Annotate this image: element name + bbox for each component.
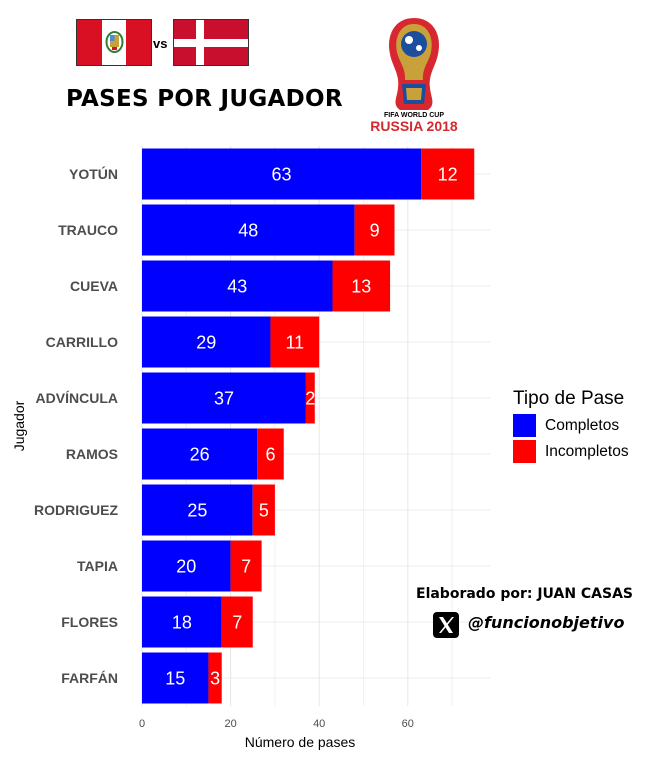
denmark-flag-icon	[173, 19, 249, 66]
bar-incompletos-6	[257, 428, 284, 480]
x-tick-label: 0	[139, 718, 145, 730]
peru-flag-icon	[76, 19, 152, 66]
bar-incompletos-3	[332, 260, 391, 312]
data-label-incompletos-6: 6	[265, 445, 275, 465]
chart-title: PASES POR JUGADOR	[66, 86, 343, 112]
data-label-incompletos-9: 7	[232, 613, 242, 633]
legend-title: Tipo de Pase	[513, 388, 625, 409]
x-tick-label: 60	[402, 718, 414, 730]
bar-completos-8	[142, 540, 231, 592]
logo-line-2: RUSSIA 2018	[370, 118, 458, 134]
bar-completos-2	[142, 204, 355, 256]
legend-item-incompletos: Incompletos	[513, 440, 653, 464]
data-label-incompletos-10: 3	[210, 669, 220, 689]
data-label-incompletos-7: 5	[259, 501, 269, 521]
data-label-incompletos-8: 7	[241, 557, 251, 577]
bar-completos-9	[142, 596, 222, 648]
bar-incompletos-5	[305, 372, 315, 424]
author-credit: Elaborado por: JUAN CASAS	[416, 586, 634, 602]
data-label-completos-4: 29	[196, 333, 216, 353]
data-label-completos-8: 20	[176, 557, 196, 577]
data-label-completos-2: 48	[238, 221, 258, 241]
y-axis-label: Jugador	[11, 400, 27, 451]
bar-completos-1	[142, 148, 422, 200]
bar-incompletos-4	[270, 316, 320, 368]
data-label-completos-1: 63	[272, 165, 292, 185]
y-tick-label: TRAUCO	[58, 222, 118, 238]
bars: 63 12 48 9 43 13 29 11 37 2 26 6 25 5 20 7 18 7 15 3	[142, 148, 475, 704]
data-label-completos-5: 37	[214, 389, 234, 409]
x-tick-label: 20	[224, 718, 236, 730]
bar-completos-7	[142, 484, 253, 536]
bar-completos-4	[142, 316, 271, 368]
y-tick-label: YOTÚN	[69, 165, 118, 182]
data-label-completos-6: 26	[190, 445, 210, 465]
bar-incompletos-7	[252, 484, 275, 536]
y-tick-label: RODRIGUEZ	[34, 502, 118, 518]
bar-incompletos-10	[208, 652, 222, 704]
data-label-incompletos-1: 12	[438, 165, 458, 185]
legend-label-completos: Completos	[545, 417, 620, 434]
data-label-completos-7: 25	[187, 501, 207, 521]
legend-key-completos	[513, 414, 536, 437]
data-label-incompletos-2: 9	[370, 221, 380, 241]
social-handle: @funcionobjetivo	[468, 613, 625, 632]
y-tick-label: ADVÍNCULA	[36, 390, 118, 406]
data-label-completos-3: 43	[227, 277, 247, 297]
data-label-completos-9: 18	[172, 613, 192, 633]
y-tick-labels: YOTÚN TRAUCO CUEVA CARRILLO ADVÍNCULA RAMOS RO…	[34, 165, 118, 686]
legend-key-incompletos	[513, 440, 536, 463]
legend-item-completos: Completos	[513, 414, 653, 438]
world-cup-logo: FIFA WORLD CUP RUSSIA 2018	[362, 14, 466, 138]
bar-completos-3	[142, 260, 333, 312]
y-tick-label: FLORES	[61, 614, 118, 630]
legend-label-incompletos: Incompletos	[545, 443, 629, 460]
bar-incompletos-9	[221, 596, 253, 648]
y-tick-label: CUEVA	[70, 278, 118, 294]
bar-completos-6	[142, 428, 258, 480]
bar-incompletos-2	[354, 204, 395, 256]
y-tick-label: TAPIA	[77, 558, 118, 574]
y-tick-label: CARRILLO	[46, 334, 118, 350]
bar-incompletos-8	[230, 540, 262, 592]
versus-text: vs	[153, 36, 168, 51]
x-logo-icon	[433, 612, 459, 638]
bar-incompletos-1	[421, 148, 475, 200]
y-tick-label: RAMOS	[66, 446, 118, 462]
x-axis-label: Número de pases	[245, 734, 356, 750]
y-tick-label: FARFÁN	[61, 670, 118, 686]
x-tick-label: 40	[313, 718, 325, 730]
data-label-completos-10: 15	[165, 669, 185, 689]
x-tick-labels: 0 20 40 60	[139, 718, 414, 730]
data-label-incompletos-3: 13	[351, 277, 371, 297]
logo-line-1: FIFA WORLD CUP	[384, 112, 444, 119]
data-label-incompletos-4: 11	[285, 333, 304, 353]
bar-completos-5	[142, 372, 306, 424]
data-label-incompletos-5: 2	[305, 389, 315, 409]
bar-completos-10	[142, 652, 209, 704]
